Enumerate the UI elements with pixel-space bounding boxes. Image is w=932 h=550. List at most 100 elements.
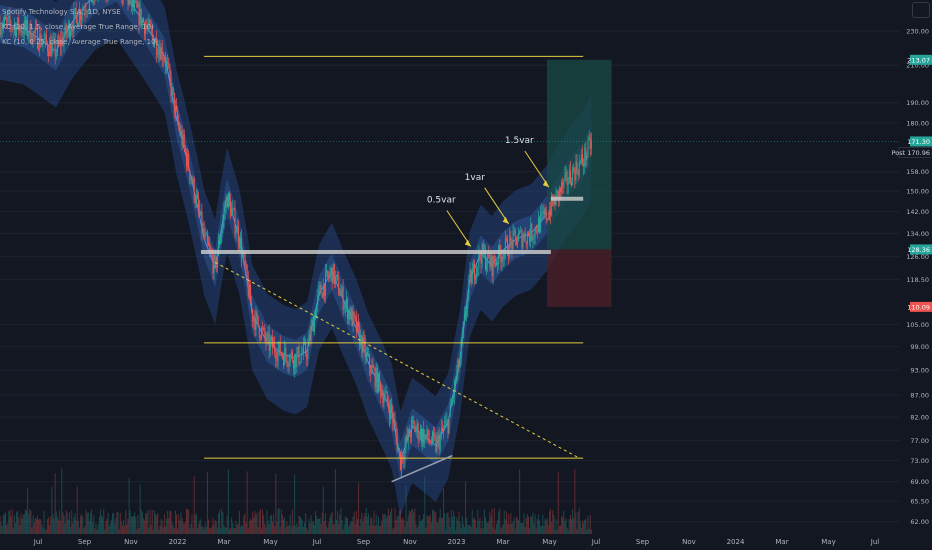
price-tick: 126.00 <box>906 253 929 261</box>
candle-body <box>216 255 218 268</box>
candle-body <box>424 434 426 444</box>
candle-body <box>245 264 247 266</box>
candle-body <box>176 105 178 111</box>
volume-bar <box>406 521 408 534</box>
volume-bar <box>525 517 527 534</box>
price-tick: 65.50 <box>910 498 929 506</box>
time-tick: 2022 <box>169 538 187 546</box>
candle-body <box>235 231 237 234</box>
price-tick: 93.00 <box>910 367 929 375</box>
candle-body <box>287 363 289 367</box>
candle-body <box>182 134 184 146</box>
candle-body <box>518 233 520 241</box>
volume-bar <box>294 473 296 534</box>
candle-body <box>369 354 371 369</box>
candle-body <box>372 365 374 369</box>
volume-bar <box>280 509 282 534</box>
volume-bar <box>152 529 154 534</box>
volume-bar <box>135 516 137 534</box>
candle-body <box>39 33 41 50</box>
candle-body <box>87 9 89 12</box>
volume-bar <box>65 509 67 534</box>
candle-body <box>319 284 321 288</box>
volume-bar <box>471 510 473 534</box>
candle-body <box>435 437 437 452</box>
candle-body <box>238 243 240 248</box>
price-axis[interactable]: 230.00 210.00 190.00 180.00 158.00 150.00 142.… <box>0 28 932 527</box>
volume-bar <box>253 517 255 534</box>
volume-bar <box>169 510 171 534</box>
volume-bar <box>465 481 467 534</box>
volume-bar <box>155 513 157 534</box>
indicator-legend-kc-1[interactable]: KC (20, 1.5, close, Average True Range, … <box>2 23 154 31</box>
candle-body <box>153 42 155 47</box>
volume-bar <box>307 529 309 534</box>
volume-bar <box>318 518 320 534</box>
volume-bar <box>336 519 338 534</box>
candle-body <box>545 208 547 220</box>
candle-body <box>55 52 57 57</box>
candle-body <box>183 134 185 147</box>
candle-body <box>213 254 215 274</box>
time-tick: Mar <box>217 538 230 546</box>
volume-bar <box>504 519 506 534</box>
candle-body <box>82 10 84 16</box>
volume-bar <box>53 518 55 534</box>
candle-body <box>273 342 275 348</box>
candle-body <box>384 393 386 399</box>
candle-body <box>340 292 342 296</box>
volume-bar <box>435 511 437 534</box>
drawings[interactable]: 0.5var 1var 1.5var <box>200 55 584 483</box>
volume-bar <box>540 526 542 534</box>
symbol-legend[interactable]: Spotify Technology S.A., 1D, NYSE <box>2 8 121 16</box>
candle-body <box>566 172 568 185</box>
volume-bar <box>342 529 344 534</box>
candle-body <box>278 341 280 350</box>
volume-bar <box>40 519 42 534</box>
volume-bar <box>252 511 254 534</box>
volume-bar <box>428 516 430 534</box>
price-tick: 134.00 <box>906 230 929 238</box>
candle-body <box>226 197 228 208</box>
volume-bar <box>232 522 234 534</box>
long-position-tool[interactable] <box>546 59 612 307</box>
volume-bar <box>216 527 218 534</box>
volume-bar <box>27 488 29 534</box>
indicator-legend-kc-2[interactable]: KC (10, 0.25, close, Average True Range,… <box>2 38 159 46</box>
volume-bar <box>172 525 174 534</box>
loss-zone <box>546 249 612 307</box>
candle-body <box>78 10 80 24</box>
volume-bar <box>370 516 372 534</box>
volume-bar <box>42 528 44 534</box>
volume-bar <box>573 518 575 534</box>
candle-body <box>405 435 407 447</box>
candle-body <box>373 368 375 370</box>
volume-bar <box>486 521 488 534</box>
settings-icon[interactable] <box>912 2 930 18</box>
volume-bar <box>213 524 215 534</box>
candle-body <box>363 337 365 342</box>
candle-body <box>80 10 82 20</box>
volume-bar <box>22 514 24 534</box>
volume-bar <box>420 520 422 534</box>
volume-bar <box>426 514 428 534</box>
volume-bar <box>311 522 313 534</box>
volume-bar <box>86 513 88 534</box>
volume-bar <box>272 521 274 534</box>
volume-bar <box>404 526 406 534</box>
candle-body <box>10 23 12 29</box>
volume-bar <box>7 523 9 534</box>
volume-bar <box>397 515 399 534</box>
volume-bar <box>192 528 194 534</box>
time-axis[interactable]: Jul Sep Nov 2022 Mar May Jul Sep Nov 2023 Mar May Ju… <box>33 538 880 546</box>
candle-body <box>392 411 394 423</box>
volume-bar <box>583 522 585 534</box>
candle-body <box>450 403 452 405</box>
time-tick: Sep <box>78 538 92 546</box>
volume-bar <box>194 515 196 534</box>
candle-body <box>65 24 67 34</box>
volume-bar <box>415 523 417 534</box>
volume-bar <box>520 522 522 534</box>
volume-bar <box>315 511 317 534</box>
